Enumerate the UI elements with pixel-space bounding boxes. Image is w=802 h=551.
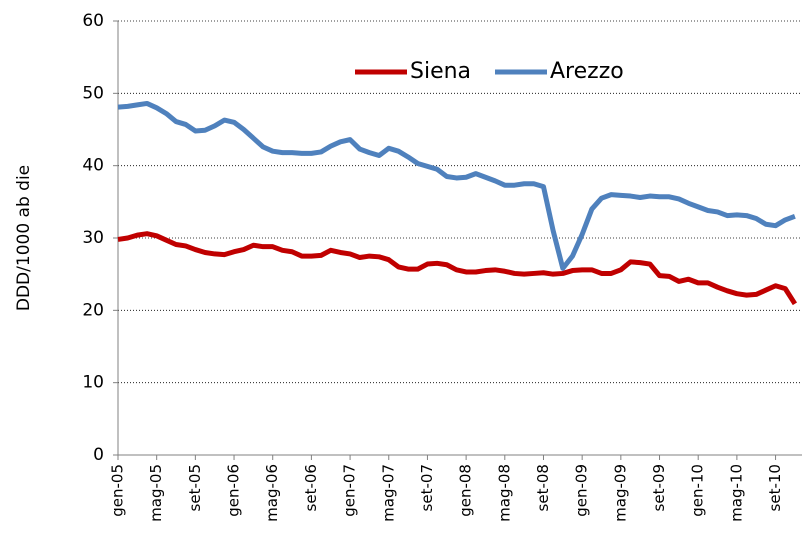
- x-tick-label: set-10: [766, 464, 784, 511]
- x-tick-label: mag-09: [611, 464, 629, 522]
- x-tick-label: set-06: [302, 464, 320, 511]
- x-tick-label: set-05: [186, 464, 204, 511]
- y-tick-label: 50: [82, 83, 104, 103]
- x-tick-label: mag-06: [263, 464, 281, 522]
- x-tick-label: set-07: [418, 464, 436, 511]
- y-tick-label: 60: [82, 11, 104, 31]
- x-tick-label: mag-05: [147, 464, 165, 522]
- y-axis-title: DDD/1000 ab die: [14, 165, 34, 311]
- x-tick-label: gen-07: [341, 464, 359, 517]
- y-tick-label: 30: [82, 228, 104, 248]
- y-tick-label: 10: [82, 373, 104, 393]
- series-line: [117, 231, 798, 306]
- x-tick-label: gen-06: [225, 464, 243, 517]
- legend-label: Siena: [410, 59, 471, 84]
- x-tick-label: mag-10: [727, 464, 745, 522]
- series-line: [117, 100, 796, 271]
- x-tick-label: gen-05: [109, 464, 127, 517]
- x-tick-label: gen-10: [689, 464, 707, 517]
- x-tick-label: mag-07: [379, 464, 397, 522]
- x-tick-label: set-09: [650, 464, 668, 511]
- x-tick-label: mag-08: [495, 464, 513, 522]
- y-tick-label: 0: [93, 445, 104, 465]
- legend-label: Arezzo: [550, 59, 624, 84]
- y-tick-label: 20: [82, 300, 104, 320]
- x-tick-label: set-08: [534, 464, 552, 511]
- y-tick-label: 40: [82, 156, 104, 176]
- x-tick-label: gen-08: [457, 464, 475, 517]
- x-tick-label: gen-09: [573, 464, 591, 517]
